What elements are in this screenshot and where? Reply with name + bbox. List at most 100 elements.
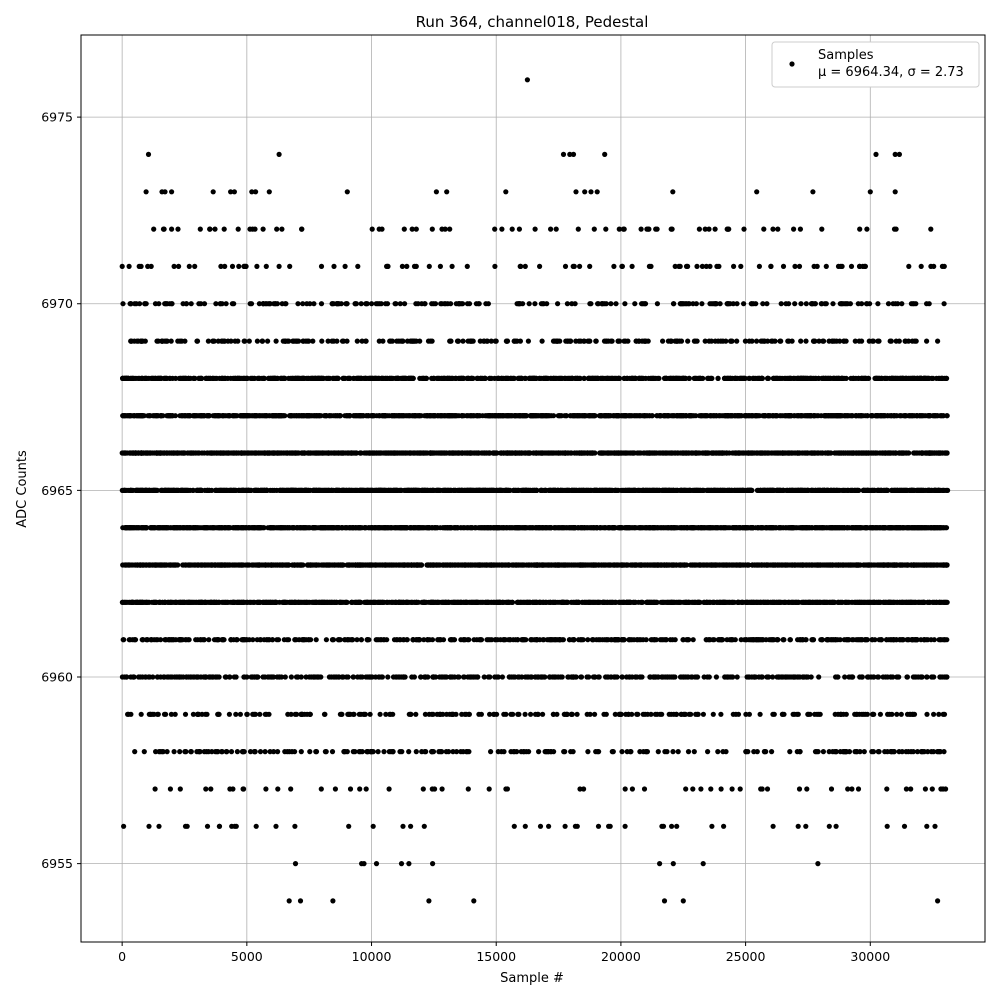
data-point (537, 599, 543, 605)
data-point (286, 749, 292, 755)
data-point (154, 674, 161, 680)
data-point (587, 562, 594, 568)
data-point (423, 674, 429, 680)
data-point (592, 711, 598, 717)
data-point (449, 637, 455, 643)
data-point (190, 711, 196, 717)
data-point (305, 637, 311, 643)
data-point (619, 637, 625, 643)
data-point (789, 599, 796, 605)
data-point (488, 749, 494, 755)
data-point (922, 562, 928, 568)
data-point (824, 637, 831, 643)
data-point (760, 637, 766, 643)
data-point (388, 749, 394, 755)
data-point (381, 749, 387, 755)
data-point (787, 637, 793, 643)
data-point (688, 562, 694, 568)
data-point (826, 599, 833, 605)
data-point (715, 749, 721, 755)
data-point (942, 637, 948, 643)
data-point (430, 711, 436, 717)
data-point (669, 823, 675, 829)
data-point (231, 599, 237, 605)
data-point (578, 674, 585, 680)
data-point (375, 749, 381, 755)
data-point (662, 674, 668, 680)
data-point (828, 786, 835, 792)
data-point (507, 674, 513, 680)
data-point (690, 786, 696, 792)
data-point (147, 562, 153, 568)
data-points (119, 77, 951, 904)
data-point (298, 749, 304, 755)
data-point (425, 637, 431, 643)
data-point (662, 562, 668, 568)
data-point (301, 637, 307, 643)
data-point (876, 599, 883, 605)
data-point (492, 637, 498, 643)
data-point (511, 562, 517, 568)
data-point (866, 562, 873, 568)
data-point (670, 749, 676, 755)
data-point (603, 674, 609, 680)
data-point (400, 823, 406, 829)
data-point (227, 786, 233, 792)
data-point (184, 823, 190, 829)
data-point (157, 599, 163, 605)
data-point (612, 711, 618, 717)
data-point (919, 674, 925, 680)
data-point (833, 823, 839, 829)
data-point (485, 674, 491, 680)
data-point (592, 674, 598, 680)
data-point (366, 562, 372, 568)
data-point (936, 711, 942, 717)
data-point (385, 674, 391, 680)
data-point (313, 637, 319, 643)
data-point (796, 786, 803, 792)
data-point (496, 562, 502, 568)
data-point (861, 749, 867, 755)
data-point (585, 749, 591, 755)
data-point (830, 562, 836, 568)
data-point (738, 562, 744, 568)
data-point (671, 711, 677, 717)
data-point (205, 749, 212, 755)
data-point (458, 637, 464, 643)
data-point (603, 711, 609, 717)
data-point (694, 674, 700, 680)
data-point (154, 637, 161, 643)
data-point (364, 749, 370, 755)
data-point (494, 674, 500, 680)
data-point (849, 786, 855, 792)
data-point (446, 749, 452, 755)
data-point (202, 562, 208, 568)
data-point (612, 637, 618, 643)
data-point (764, 562, 770, 568)
data-point (574, 599, 580, 605)
data-point (471, 637, 477, 643)
data-point (891, 749, 897, 755)
data-point (214, 749, 220, 755)
data-point (595, 599, 601, 605)
data-point (370, 749, 376, 755)
data-point (332, 786, 338, 792)
data-point (730, 674, 736, 680)
data-point (884, 749, 891, 755)
data-point (422, 599, 428, 605)
data-point (771, 562, 777, 568)
data-point (929, 786, 935, 792)
data-point (455, 674, 461, 680)
data-point (257, 711, 263, 717)
data-point (607, 562, 613, 568)
data-point (756, 637, 762, 643)
data-point (248, 674, 254, 680)
data-point (737, 786, 743, 792)
data-point (657, 711, 663, 717)
data-point (557, 637, 563, 643)
data-point (406, 749, 412, 755)
data-point (298, 711, 305, 717)
data-point (307, 711, 313, 717)
data-point (791, 674, 797, 680)
data-point (757, 711, 763, 717)
